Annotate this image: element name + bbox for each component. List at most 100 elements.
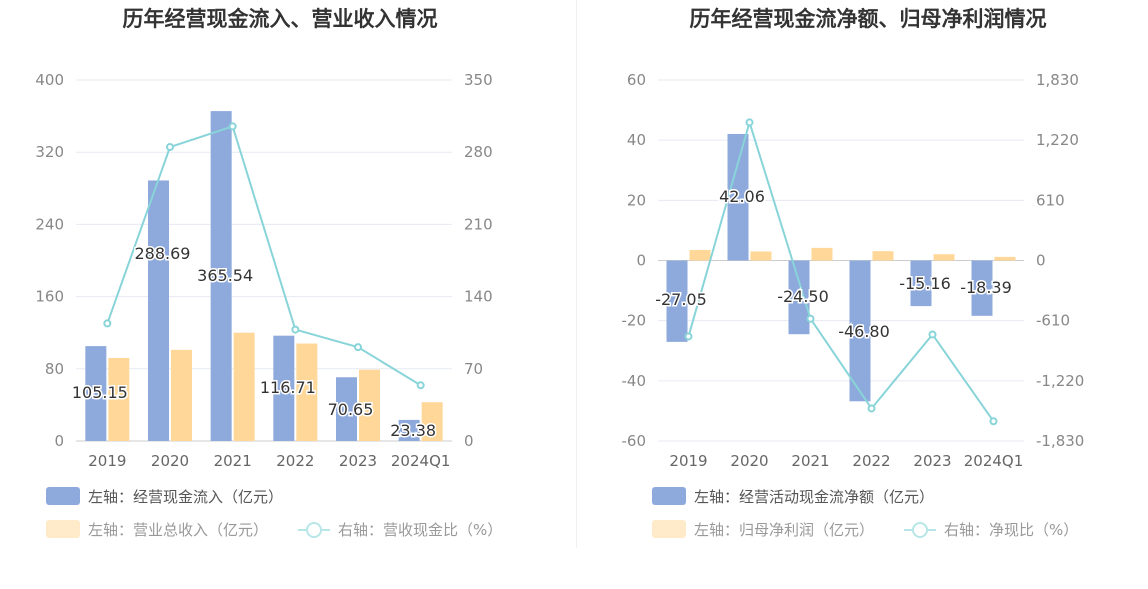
x-axis-tick: 2024Q1 (964, 452, 1024, 470)
primary-bar (666, 260, 688, 342)
secondary-bar (933, 254, 955, 261)
x-axis-tick: 2023 (339, 452, 377, 470)
right-axis-tick: -1,220 (1036, 372, 1084, 390)
legend-label-secondary: 左轴：归母净利润（亿元） (694, 521, 874, 539)
bar-data-label: -27.05 (655, 290, 707, 309)
ratio-point (867, 404, 876, 413)
bar-data-label: 365.54 (197, 266, 253, 285)
legend-label-ratio: 右轴：净现比（%） (944, 521, 1078, 539)
left-axis-tick: 80 (45, 360, 64, 378)
bar-data-label: 116.71 (260, 378, 316, 397)
left-axis-tick: -20 (622, 312, 647, 330)
primary-bar (910, 260, 932, 307)
cash-inflow-revenue-chart: 历年经营现金流入、营业收入情况 0 80 160 240 320 400 0 70 140 210 2… (35, 7, 502, 539)
ratio-point (684, 332, 693, 341)
primary-bar (971, 260, 993, 316)
primary-bar (148, 180, 169, 441)
secondary-bar (994, 256, 1016, 261)
right-axis-tick: 140 (464, 288, 493, 306)
right-axis-tick: 70 (464, 360, 483, 378)
x-axis-tick: 2020 (730, 452, 768, 470)
secondary-bar (421, 402, 443, 441)
right-axis-tick: -1,830 (1036, 432, 1084, 450)
chart-title: 历年经营现金流净额、归母净利润情况 (690, 7, 1047, 31)
right-axis-tick: 610 (1036, 191, 1065, 209)
bar-data-label: 42.06 (719, 187, 765, 206)
bar-data-label: -15.16 (899, 274, 951, 293)
left-axis-tick: 240 (35, 215, 64, 233)
right-axis-tick: -610 (1036, 312, 1070, 330)
x-axis-tick: 2020 (151, 452, 189, 470)
right-axis-tick: 0 (1036, 252, 1046, 270)
right-axis-tick: 1,220 (1036, 131, 1079, 149)
ratio-line (106, 125, 422, 387)
left-axis-tick: 0 (54, 432, 64, 450)
secondary-bar (359, 369, 380, 441)
left-axis-tick: -40 (622, 372, 647, 390)
primary-bar (727, 133, 749, 261)
ratio-point (103, 319, 112, 328)
net-cashflow-profit-chart: 历年经营现金流净额、归母净利润情况 -60 -40 -20 0 20 40 60 -1,830 -… (622, 7, 1085, 539)
x-axis-tick: 2019 (88, 452, 126, 470)
ratio-point (228, 122, 237, 131)
primary-bar (788, 260, 810, 335)
x-axis-tick: 2024Q1 (391, 452, 451, 470)
left-axis-tick: 0 (636, 252, 646, 270)
legend-marker-ratio (912, 522, 928, 538)
x-axis-tick: 2021 (214, 452, 252, 470)
chart-divider (576, 0, 577, 548)
legend-swatch-secondary (652, 520, 686, 538)
ratio-point (416, 381, 425, 390)
legend-label-secondary: 左轴：营业总收入（亿元） (88, 521, 268, 539)
ratio-point (166, 143, 174, 152)
x-axis-tick: 2022 (852, 452, 890, 470)
legend-marker-ratio (306, 522, 322, 538)
legend-swatch-primary (46, 487, 80, 505)
secondary-bar (689, 249, 711, 261)
ratio-point (806, 314, 815, 323)
left-axis-tick: 20 (627, 191, 646, 209)
bar-data-label: -24.50 (777, 287, 829, 306)
bar-data-label: -18.39 (960, 278, 1012, 297)
primary-bar (849, 260, 871, 402)
secondary-bar (171, 349, 192, 441)
chart-title: 历年经营现金流入、营业收入情况 (123, 7, 438, 31)
left-axis-tick: 40 (627, 131, 646, 149)
ratio-point (745, 118, 754, 127)
right-axis-tick: 280 (464, 143, 493, 161)
secondary-bar (233, 332, 255, 441)
bar-data-label: -46.80 (838, 322, 890, 341)
bar-data-label: 70.65 (328, 400, 374, 419)
legend-label-primary: 左轴：经营现金流入（亿元） (88, 488, 283, 506)
right-axis-tick: 0 (464, 432, 474, 450)
left-axis-tick: 320 (35, 143, 64, 161)
x-axis-tick: 2019 (669, 452, 707, 470)
primary-bar (336, 377, 357, 441)
primary-bar (210, 111, 232, 441)
ratio-point (928, 330, 937, 339)
primary-bar (273, 335, 295, 441)
x-axis-tick: 2022 (276, 452, 314, 470)
right-axis-tick: 210 (464, 215, 493, 233)
primary-bar (85, 346, 107, 441)
left-axis-tick: 160 (35, 288, 64, 306)
ratio-line (687, 118, 995, 422)
primary-bar (398, 419, 420, 441)
left-axis-tick: 400 (35, 71, 64, 89)
secondary-bar (296, 343, 318, 441)
left-axis-tick: 60 (627, 71, 646, 89)
bar-data-label: 105.15 (72, 383, 128, 402)
secondary-bar (872, 251, 894, 261)
right-axis-tick: 350 (464, 71, 493, 89)
bar-data-label: 288.69 (135, 244, 191, 263)
legend-swatch-primary (652, 487, 686, 505)
bar-data-label: 23.38 (390, 421, 436, 440)
x-axis-tick: 2023 (913, 452, 951, 470)
ratio-point (989, 417, 998, 426)
secondary-bar (750, 251, 772, 261)
left-axis-tick: -60 (622, 432, 647, 450)
legend-swatch-secondary (46, 520, 80, 538)
x-axis-tick: 2021 (791, 452, 829, 470)
ratio-point (354, 343, 362, 352)
ratio-point (291, 325, 300, 334)
